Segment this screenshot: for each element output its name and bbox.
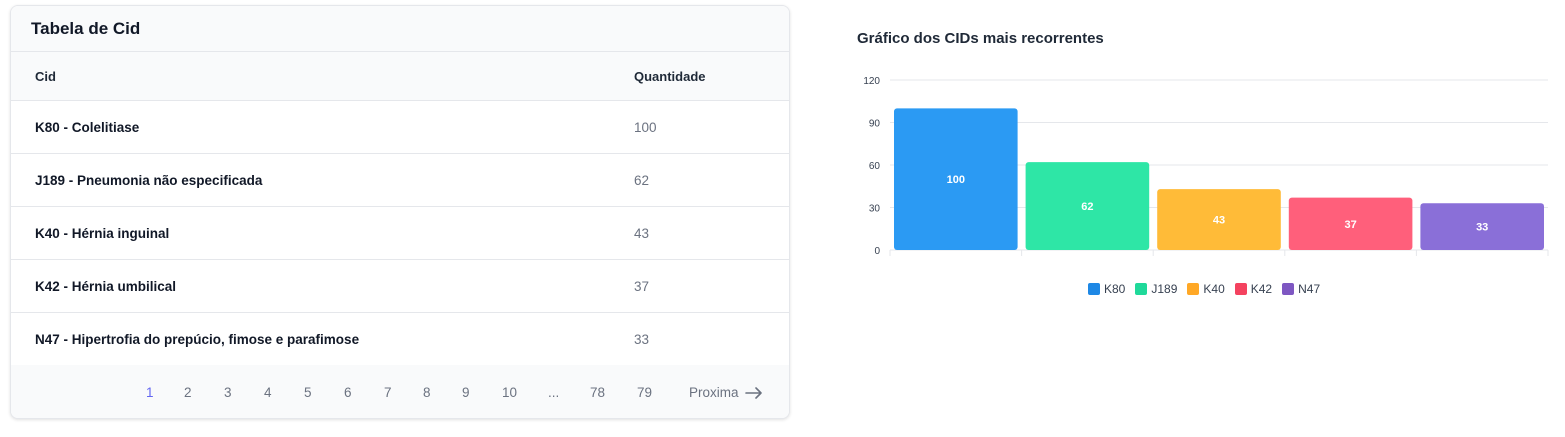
legend-swatch [1234,283,1247,295]
cid-table-card: Tabela de Cid Cid Quantidade K80 - Colel… [10,5,790,419]
next-page-label: Proxima [689,385,739,400]
legend-label: N47 [1298,282,1321,296]
page-link-4[interactable]: 4 [264,385,272,400]
bar-k80[interactable] [894,108,1018,250]
quantity-cell: 33 [634,332,650,347]
page-link-1[interactable]: 1 [146,385,154,400]
legend-swatch [1187,283,1200,295]
cid-cell: N47 - Hipertrofia do prepúcio, fimose e … [35,332,360,347]
next-page-button[interactable]: Proxima [689,385,763,400]
bar-chart: 0 30 60 90 120 100 62 43 37 33 [863,76,1549,257]
y-tick-label: 30 [869,204,881,215]
page-ellipsis: ... [548,385,560,400]
cid-cell: K80 - Colelitiase [35,120,140,135]
y-tick-label: 0 [874,246,880,257]
table-row[interactable]: K40 - Hérnia inguinal 43 [11,207,789,260]
legend-label: K80 [1104,282,1126,296]
quantity-cell: 100 [634,120,657,135]
page-link-7[interactable]: 7 [384,385,392,400]
bar-data-label: 33 [1476,222,1488,234]
table-row[interactable]: K42 - Hérnia umbilical 37 [11,260,789,313]
cid-cell: K40 - Hérnia inguinal [35,226,170,241]
column-header-quantity[interactable]: Quantidade [634,69,706,84]
page-link-6[interactable]: 6 [344,385,352,400]
legend-swatch [1088,283,1100,295]
quantity-cell: 62 [634,173,650,188]
bar-n47[interactable] [1420,203,1544,250]
quantity-cell: 37 [634,279,650,294]
quantity-cell: 43 [634,226,650,241]
bar-data-label: 37 [1344,219,1356,231]
legend-item-k80[interactable]: K80 [1088,282,1125,296]
legend-item-j189[interactable]: J189 [1135,282,1177,296]
table-title: Tabela de Cid [11,6,789,52]
legend-item-n47[interactable]: N47 [1282,282,1320,296]
table-header: Cid Quantidade [11,52,789,101]
legend-swatch [1282,283,1295,295]
chart-legend: K80 J189 K40 K42 N47 [1088,282,1320,296]
page-link-3[interactable]: 3 [224,385,232,400]
legend-label: K40 [1203,282,1225,296]
chart-title: Gráfico dos CIDs mais recorrentes [857,30,1104,47]
page-link-78[interactable]: 78 [590,385,606,400]
cid-cell: J189 - Pneumonia não especificada [35,173,263,188]
arrow-right-icon [744,386,762,399]
page-link-8[interactable]: 8 [423,385,431,400]
bar-data-label: 100 [947,174,965,186]
page-link-10[interactable]: 10 [502,385,518,400]
legend-item-k42[interactable]: K42 [1234,282,1273,296]
pagination: 1 2 3 4 5 6 7 8 9 10 ... 78 79 Proxima [11,365,789,418]
legend-item-k40[interactable]: K40 [1187,282,1225,296]
legend-swatch [1135,283,1148,295]
y-tick-label: 60 [869,161,881,172]
bar-k42[interactable] [1288,197,1413,250]
table-row[interactable]: J189 - Pneumonia não especificada 62 [11,154,789,207]
page-link-9[interactable]: 9 [462,385,470,400]
page-link-5[interactable]: 5 [304,385,312,400]
page-link-2[interactable]: 2 [184,385,192,400]
bar-j189[interactable] [1025,162,1150,250]
legend-label: J189 [1151,282,1178,296]
column-header-cid[interactable]: Cid [35,69,56,84]
y-tick-label: 90 [869,119,881,130]
table-row[interactable]: N47 - Hipertrofia do prepúcio, fimose e … [11,313,789,366]
legend-label: K42 [1250,282,1273,296]
bar-k40[interactable] [1157,189,1281,250]
page-link-79[interactable]: 79 [637,385,653,400]
bar-data-label: 62 [1081,201,1093,213]
bar-data-label: 43 [1213,215,1225,227]
y-tick-label: 120 [863,76,880,87]
table-row[interactable]: K80 - Colelitiase 100 [11,101,789,154]
cid-cell: K42 - Hérnia umbilical [35,279,177,294]
